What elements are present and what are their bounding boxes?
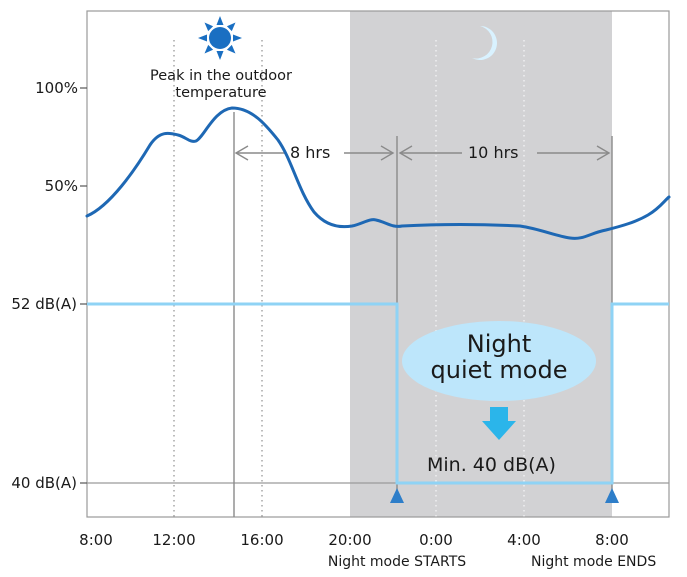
y-label-100pct: 100% <box>35 79 78 97</box>
duration-8hrs: 8 hrs <box>290 143 331 162</box>
min-db-label: Min. 40 dB(A) <box>427 454 556 476</box>
y-ticks <box>80 87 87 484</box>
bubble-line2: quiet mode <box>430 356 568 385</box>
duration-10hrs: 10 hrs <box>468 143 519 162</box>
plot-frame <box>86 10 670 518</box>
night-shade <box>350 11 612 517</box>
bubble-line1: Night <box>466 330 532 358</box>
moon-icon <box>472 26 498 61</box>
peak-annotation-line1: Peak in the outdoor <box>150 68 292 84</box>
sun-icon <box>198 16 242 60</box>
duration-arrow-8hrs <box>234 145 395 161</box>
night-end-marker <box>605 488 619 503</box>
duration-arrow-10hrs <box>398 145 611 161</box>
night-mode-bubble-text: Night quiet mode <box>419 331 579 384</box>
peak-annotation: Peak in the outdoor temperature <box>128 68 314 103</box>
x-tick-1200: 12:00 <box>152 531 196 549</box>
x-tick-0000: 0:00 <box>419 531 453 549</box>
night-mode-ends-caption: Night mode ENDS <box>531 554 657 570</box>
x-tick-2000: 20:00 <box>328 531 372 549</box>
temperature-curve <box>85 106 671 240</box>
y-label-50pct: 50% <box>44 177 78 195</box>
x-tick-0400: 4:00 <box>507 531 541 549</box>
down-arrow-icon <box>482 407 516 440</box>
y-label-52db: 52 dB(A) <box>11 295 77 313</box>
noise-level-line <box>87 302 669 485</box>
x-tick-0800: 8:00 <box>79 531 113 549</box>
y-label-40db: 40 dB(A) <box>11 474 77 492</box>
night-mode-starts-caption: Night mode STARTS <box>327 554 467 570</box>
night-start-marker <box>390 488 404 503</box>
x-tick-1600: 16:00 <box>240 531 284 549</box>
x-tick-0800-next: 8:00 <box>595 531 629 549</box>
peak-annotation-line2: temperature <box>175 85 267 102</box>
night-mode-bubble <box>402 321 596 401</box>
